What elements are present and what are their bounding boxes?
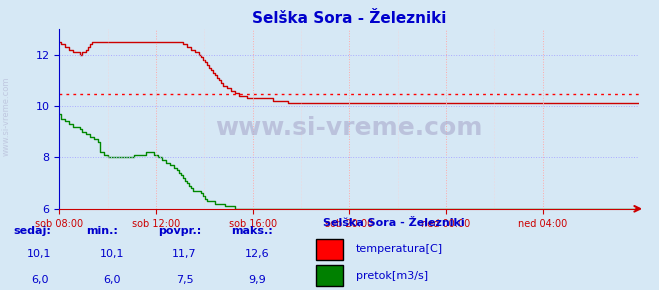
Text: maks.:: maks.: [231,226,272,236]
Text: 7,5: 7,5 [176,275,193,285]
Title: Selška Sora - Železniki: Selška Sora - Železniki [252,11,446,26]
Text: Selška Sora - Železniki: Selška Sora - Železniki [323,218,465,228]
Text: 12,6: 12,6 [244,249,270,258]
Text: 9,9: 9,9 [248,275,266,285]
Text: sedaj:: sedaj: [13,226,51,236]
Text: min.:: min.: [86,226,117,236]
Text: 10,1: 10,1 [27,249,52,258]
Text: www.si-vreme.com: www.si-vreme.com [215,116,483,140]
Text: temperatura[C]: temperatura[C] [356,244,443,253]
Text: www.si-vreme.com: www.si-vreme.com [2,76,11,156]
Text: 6,0: 6,0 [31,275,48,285]
FancyBboxPatch shape [316,239,343,260]
Text: 11,7: 11,7 [172,249,197,258]
Text: povpr.:: povpr.: [158,226,202,236]
Text: 6,0: 6,0 [103,275,121,285]
Text: 10,1: 10,1 [100,249,125,258]
Text: pretok[m3/s]: pretok[m3/s] [356,271,428,281]
FancyBboxPatch shape [316,265,343,286]
